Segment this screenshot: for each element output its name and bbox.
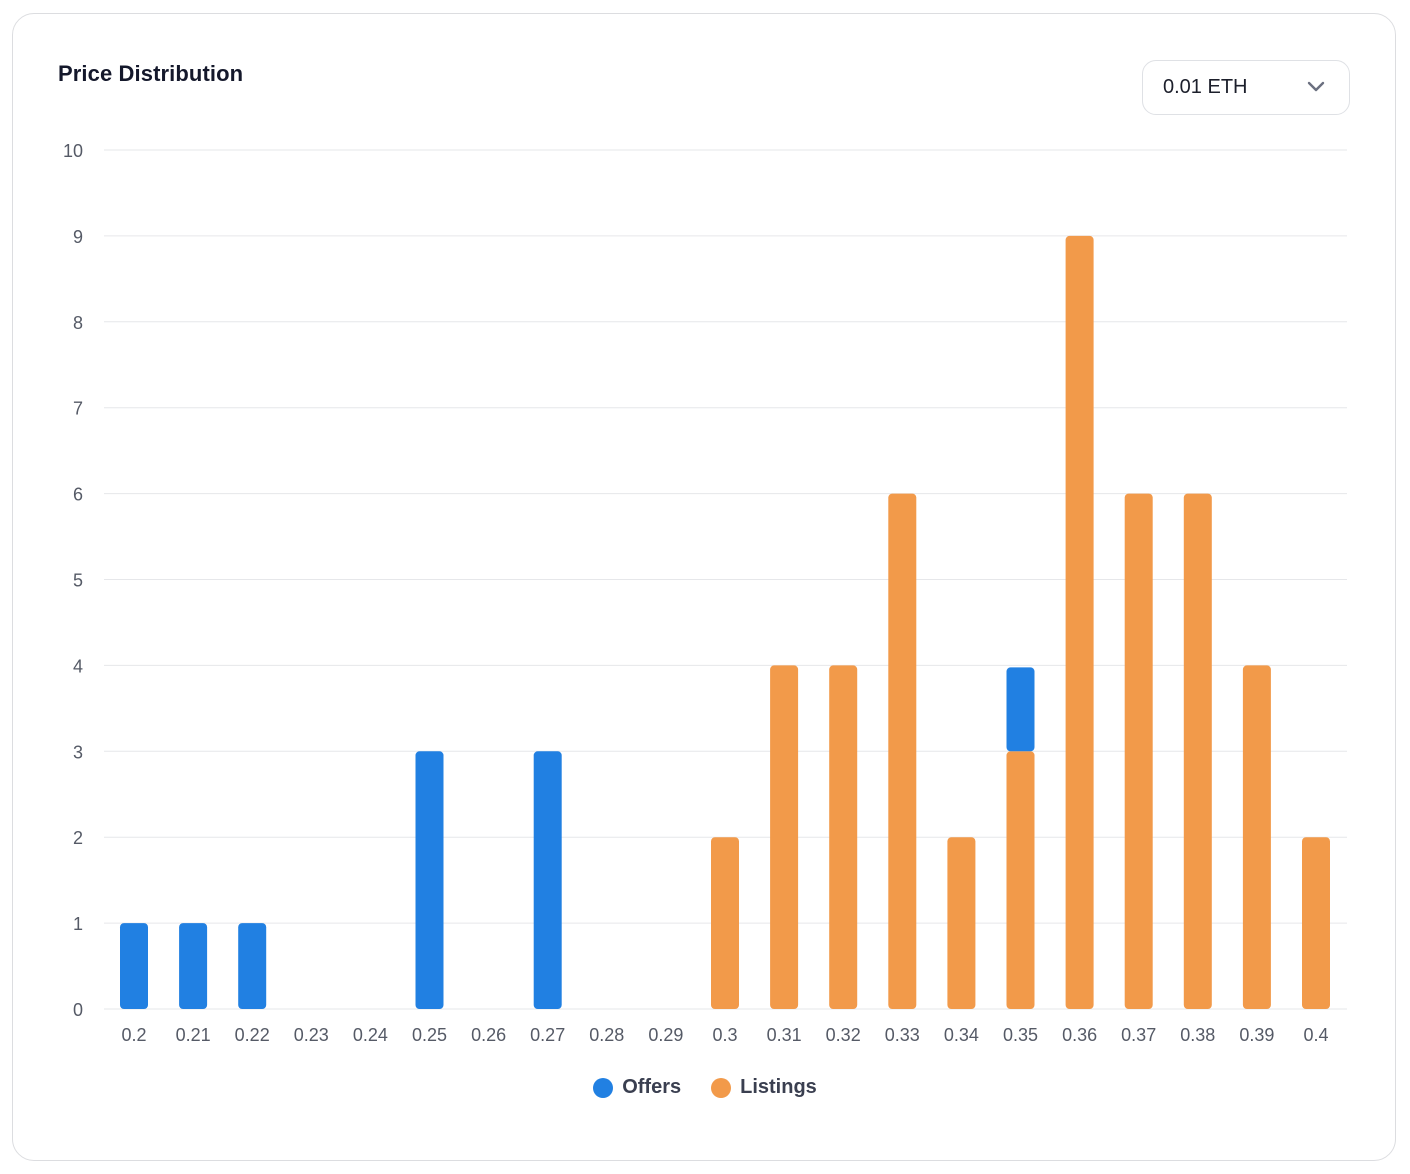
- price-distribution-card: Price Distribution 0.01 ETH 0 1 2 3 4 5 6 7 8 9 10…: [12, 13, 1396, 1161]
- y-tick-label: 7: [73, 399, 83, 419]
- bars: [120, 235, 1330, 1010]
- bar-listings-0.39: [1242, 665, 1271, 1009]
- chevron-down-icon: [1307, 81, 1325, 92]
- y-tick-label: 5: [73, 571, 83, 591]
- price-distribution-chart: 0 1 2 3 4 5 6 7 8 9 10 0.2 0.21 0.22 0.23 0.24 0.25 0.26…: [63, 141, 1347, 1045]
- x-tick-label: 0.37: [1121, 1025, 1156, 1045]
- legend-item-listings[interactable]: Listings: [711, 1076, 817, 1099]
- bar-listings-0.3: [711, 837, 739, 1009]
- y-tick-label: 6: [73, 485, 83, 505]
- bar-listings-0.33: [888, 493, 917, 1010]
- legend-label-listings: Listings: [740, 1076, 817, 1098]
- y-tick-label: 10: [63, 141, 83, 161]
- bar-listings-0.4: [1302, 837, 1330, 1009]
- bar-offers-0.2: [120, 923, 148, 1009]
- x-tick-label: 0.31: [767, 1025, 802, 1045]
- price-interval-select[interactable]: 0.01 ETH: [1142, 60, 1350, 115]
- x-axis-ticks: 0.2 0.21 0.22 0.23 0.24 0.25 0.26 0.27 0.28 0.29 0…: [121, 1025, 1328, 1045]
- bar-listings-0.31: [770, 665, 799, 1009]
- y-tick-label: 2: [73, 828, 83, 848]
- bar-offers-0.21: [179, 923, 208, 1009]
- bar-listings-0.32: [829, 665, 858, 1009]
- y-tick-label: 9: [73, 227, 83, 247]
- x-tick-label: 0.33: [885, 1025, 920, 1045]
- bar-listings-0.36: [1065, 235, 1094, 1009]
- bar-listings-0.37: [1124, 493, 1153, 1010]
- x-tick-label: 0.36: [1062, 1025, 1097, 1045]
- legend-label-offers: Offers: [622, 1076, 682, 1098]
- legend-swatch-listings: [711, 1077, 732, 1098]
- x-tick-label: 0.32: [826, 1025, 861, 1045]
- y-tick-label: 1: [73, 914, 83, 934]
- y-tick-label: 0: [73, 1000, 83, 1020]
- y-axis-ticks: 0 1 2 3 4 5 6 7 8 9 10: [63, 141, 83, 1020]
- x-tick-label: 0.35: [1003, 1025, 1038, 1045]
- chart-legend: Offers Listings: [13, 1076, 1397, 1099]
- legend-swatch-offers: [593, 1077, 614, 1098]
- legend-item-offers[interactable]: Offers: [593, 1076, 681, 1099]
- y-tick-label: 3: [73, 742, 83, 762]
- bar-listings-0.35: [1006, 751, 1035, 1009]
- x-tick-label: 0.25: [412, 1025, 447, 1045]
- x-tick-label: 0.29: [648, 1025, 683, 1045]
- bar-listings-0.34: [947, 837, 976, 1009]
- x-tick-label: 0.3: [712, 1025, 737, 1045]
- x-tick-label: 0.39: [1239, 1025, 1274, 1045]
- x-tick-label: 0.4: [1303, 1025, 1328, 1045]
- x-tick-label: 0.24: [353, 1025, 388, 1045]
- bar-offers-0.22: [238, 923, 267, 1009]
- x-tick-label: 0.23: [294, 1025, 329, 1045]
- x-tick-label: 0.38: [1180, 1025, 1215, 1045]
- x-tick-label: 0.28: [589, 1025, 624, 1045]
- x-tick-label: 0.27: [530, 1025, 565, 1045]
- x-tick-label: 0.26: [471, 1025, 506, 1045]
- price-interval-value: 0.01 ETH: [1163, 76, 1248, 98]
- bar-offers-0.25: [415, 751, 444, 1009]
- y-tick-label: 4: [73, 656, 83, 676]
- x-tick-label: 0.21: [176, 1025, 211, 1045]
- x-tick-label: 0.22: [235, 1025, 270, 1045]
- bar-offers-0.35: [1006, 667, 1035, 752]
- chart-title: Price Distribution: [58, 61, 244, 86]
- x-tick-label: 0.2: [121, 1025, 146, 1045]
- y-tick-label: 8: [73, 313, 83, 333]
- bar-listings-0.38: [1183, 493, 1212, 1010]
- bar-offers-0.27: [533, 751, 562, 1009]
- x-tick-label: 0.34: [944, 1025, 979, 1045]
